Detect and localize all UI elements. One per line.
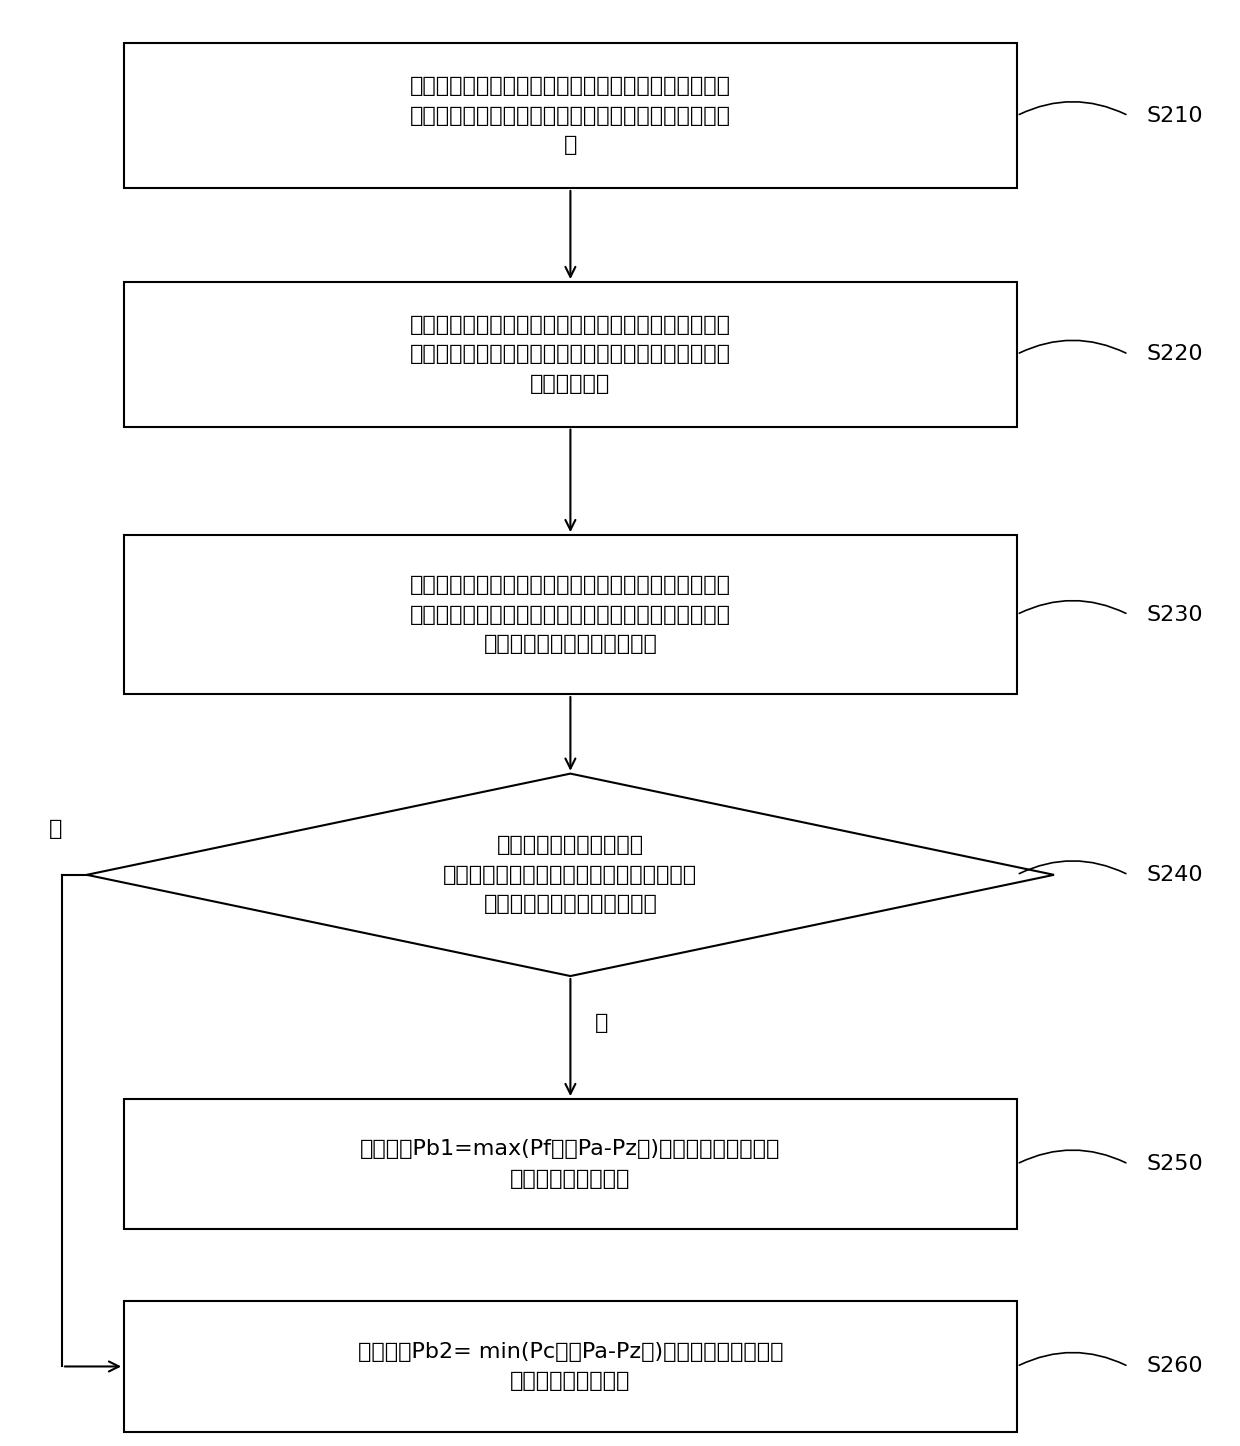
Text: 根据整车需求功率和目标
输出功率的对比结果，确定当前时刻动力电
池的工作状态是否为放电状态: 根据整车需求功率和目标 输出功率的对比结果，确定当前时刻动力电 池的工作状态是否… bbox=[444, 836, 697, 914]
Text: S230: S230 bbox=[1147, 604, 1204, 625]
FancyBboxPatch shape bbox=[124, 43, 1017, 188]
Text: S240: S240 bbox=[1147, 865, 1204, 885]
FancyBboxPatch shape bbox=[124, 1301, 1017, 1432]
Text: 获取当前时刻动力电池的剩余电量，并根据剩余电量和
剩余电量门限确定燃料电池发动机的第一输出功率备选
值: 获取当前时刻动力电池的剩余电量，并根据剩余电量和 剩余电量门限确定燃料电池发动机… bbox=[410, 77, 730, 155]
Text: 基于公式Pb2= min(Pc，（Pa-Pz）)，确定当前时刻动力
电池的目标充电功率: 基于公式Pb2= min(Pc，（Pa-Pz）)，确定当前时刻动力 电池的目标充… bbox=[357, 1342, 784, 1391]
Text: 根据整车需求功率、动力电池的最大放电功率、第一输
出功率备选值和第二输出功率备选值，确定当前时刻燃
料电池发动机的目标输出功率: 根据整车需求功率、动力电池的最大放电功率、第一输 出功率备选值和第二输出功率备选… bbox=[410, 576, 730, 654]
FancyBboxPatch shape bbox=[124, 1099, 1017, 1229]
Text: S210: S210 bbox=[1147, 106, 1204, 126]
FancyBboxPatch shape bbox=[124, 535, 1017, 694]
Text: 基于燃料电池发动机的热管理功率阈值、单位时间输出
功率以及最小输出功率，确定燃料电池发动机的第二输
出功率备选值: 基于燃料电池发动机的热管理功率阈值、单位时间输出 功率以及最小输出功率，确定燃料… bbox=[410, 315, 730, 393]
Text: 否: 否 bbox=[50, 818, 62, 839]
Text: 基于公式Pb1=max(Pf，（Pa-Pz）)，确定当前时刻动力
电池的目标放电功率: 基于公式Pb1=max(Pf，（Pa-Pz）)，确定当前时刻动力 电池的目标放电… bbox=[360, 1139, 781, 1189]
Polygon shape bbox=[87, 774, 1054, 976]
Text: S250: S250 bbox=[1147, 1154, 1204, 1174]
FancyBboxPatch shape bbox=[124, 282, 1017, 427]
Text: 是: 是 bbox=[595, 1014, 609, 1032]
Text: S260: S260 bbox=[1147, 1356, 1204, 1377]
Text: S220: S220 bbox=[1147, 344, 1204, 364]
